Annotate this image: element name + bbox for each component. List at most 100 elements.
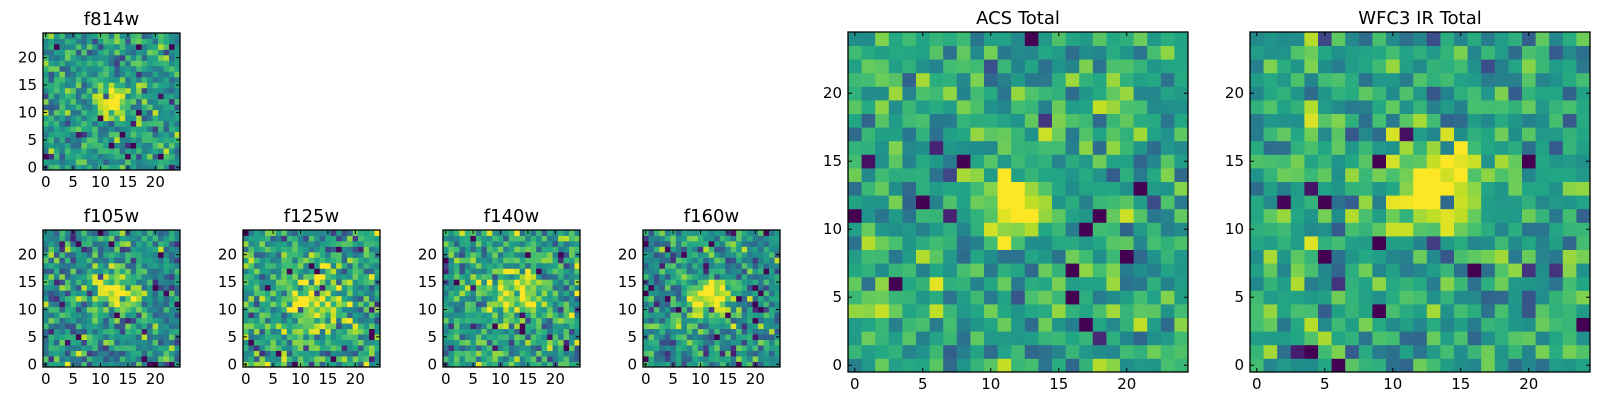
heatmap-cell xyxy=(453,317,460,324)
heatmap-cell xyxy=(481,295,488,302)
heatmap-cell xyxy=(984,208,998,223)
heatmap-cell xyxy=(730,257,737,264)
heatmap-cell xyxy=(536,345,543,351)
heatmap-cell xyxy=(514,262,521,269)
heatmap-cell xyxy=(956,140,971,155)
heatmap-cell xyxy=(158,345,164,351)
heatmap-cell xyxy=(48,301,55,308)
heatmap-cell xyxy=(1160,72,1175,87)
heatmap-cell xyxy=(248,240,255,247)
heatmap-cell xyxy=(341,350,348,357)
heatmap-cell xyxy=(888,86,903,101)
heatmap-cell xyxy=(902,358,917,373)
heatmap-cell xyxy=(752,323,759,330)
heatmap-cell xyxy=(341,240,348,247)
heatmap-cell xyxy=(648,345,655,351)
heatmap-cell xyxy=(174,159,181,165)
heatmap-cell xyxy=(358,361,364,368)
heatmap-cell xyxy=(43,120,49,127)
x-tick-label: 10 xyxy=(691,370,710,388)
heatmap-cell xyxy=(943,249,958,264)
heatmap-cell xyxy=(1120,32,1134,46)
heatmap-cell xyxy=(136,38,143,45)
heatmap-cell xyxy=(519,273,526,280)
heatmap-cell xyxy=(648,273,655,280)
heatmap-cell xyxy=(916,304,930,318)
heatmap-cell xyxy=(1147,222,1162,237)
y-tick-label: 0 xyxy=(27,158,37,176)
heatmap-cell xyxy=(443,356,449,362)
heatmap-cell xyxy=(1263,100,1278,114)
heatmap-cell xyxy=(514,284,521,291)
heatmap-cell xyxy=(330,257,337,264)
heatmap-cell xyxy=(1290,140,1305,155)
heatmap-cell xyxy=(1494,86,1509,101)
heatmap-cell xyxy=(1092,249,1107,264)
heatmap-cell xyxy=(448,350,455,357)
heatmap-cell xyxy=(536,361,543,368)
heatmap-cell xyxy=(130,120,137,127)
heatmap-cell xyxy=(486,306,493,313)
heatmap-cell xyxy=(681,345,688,351)
heatmap-cell xyxy=(363,279,370,286)
heatmap-cell xyxy=(736,273,743,280)
heatmap-cell xyxy=(86,323,93,330)
heatmap-cell xyxy=(169,159,175,165)
heatmap-cell xyxy=(163,159,170,165)
heatmap-cell xyxy=(97,268,104,275)
heatmap-cell xyxy=(1038,304,1053,318)
heatmap-cell xyxy=(108,290,115,297)
heatmap-cell xyxy=(1092,45,1107,60)
heatmap-cell xyxy=(174,65,181,72)
heatmap-cell xyxy=(703,328,710,335)
heatmap-cell xyxy=(347,317,353,324)
heatmap-cell xyxy=(453,257,460,264)
heatmap-cell xyxy=(97,306,104,313)
heatmap-cell xyxy=(248,334,255,340)
heatmap-cell xyxy=(653,312,660,319)
heatmap-cell xyxy=(243,240,249,247)
heatmap-cell xyxy=(136,328,143,335)
heatmap-cell xyxy=(681,334,688,340)
heatmap-cell xyxy=(103,104,110,111)
heatmap-cell xyxy=(752,345,759,351)
heatmap-cell xyxy=(541,339,548,346)
heatmap-cell xyxy=(308,301,315,308)
heatmap-cell xyxy=(1038,100,1053,114)
heatmap-cell xyxy=(1399,72,1414,87)
heatmap-cell xyxy=(714,290,721,297)
heatmap-cell xyxy=(708,356,715,362)
heatmap-cell xyxy=(43,49,49,56)
heatmap-cell xyxy=(643,356,649,362)
heatmap-cell xyxy=(1426,222,1441,237)
heatmap-cell xyxy=(297,240,304,247)
heatmap-cell xyxy=(492,339,499,346)
heatmap-cell xyxy=(536,235,543,242)
heatmap-cell xyxy=(563,295,570,302)
heatmap-cell xyxy=(259,301,266,308)
heatmap-cell xyxy=(514,257,521,264)
heatmap-cell xyxy=(270,262,277,269)
heatmap-cell xyxy=(1535,344,1550,359)
heatmap-cell xyxy=(943,113,958,128)
heatmap-cell xyxy=(1372,304,1387,318)
heatmap-cell xyxy=(747,306,753,313)
heatmap-cell xyxy=(53,273,60,280)
heatmap-cell xyxy=(453,361,460,368)
heatmap-cell xyxy=(1038,45,1053,60)
heatmap-cell xyxy=(347,273,353,280)
heatmap-cell xyxy=(130,60,137,67)
heatmap-cell xyxy=(1079,263,1094,278)
heatmap-cell xyxy=(563,323,570,330)
heatmap-cell xyxy=(503,230,510,236)
heatmap-cell xyxy=(956,59,971,74)
heatmap-cell xyxy=(141,109,148,116)
heatmap-cell xyxy=(730,246,737,253)
heatmap-cell xyxy=(70,71,77,78)
heatmap-cell xyxy=(1106,168,1121,182)
heatmap-cell xyxy=(1331,304,1346,318)
heatmap-cell xyxy=(503,345,510,351)
heatmap-cell xyxy=(125,317,132,324)
heatmap-cell xyxy=(752,290,759,297)
heatmap-cell xyxy=(1106,127,1121,142)
